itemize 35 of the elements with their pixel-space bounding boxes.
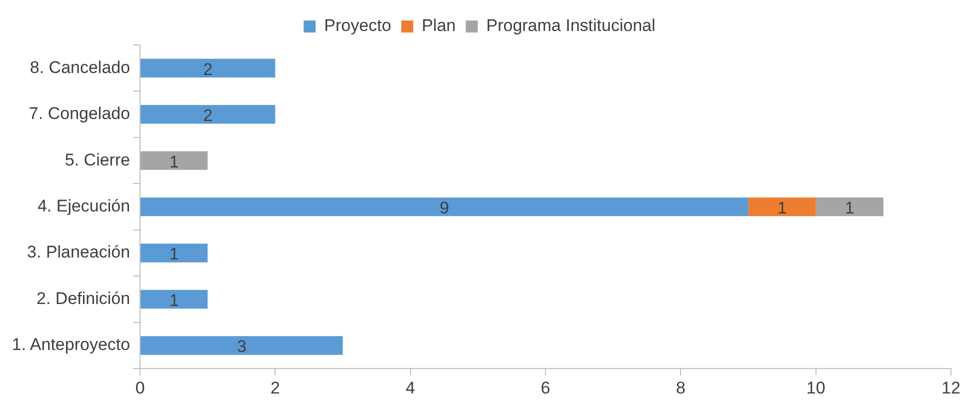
bar [140, 244, 208, 262]
data-label: 1 [169, 152, 179, 172]
bar [140, 58, 276, 78]
x-tick-label: 4 [406, 378, 416, 398]
bar [140, 197, 748, 216]
data-label: 1 [777, 198, 787, 218]
data-label: 3 [236, 337, 246, 356]
bar [140, 290, 208, 309]
data-label: 2 [203, 60, 213, 79]
data-label: 9 [440, 198, 450, 218]
bar [140, 151, 208, 170]
y-tick-label: 3. Planeación [27, 242, 130, 262]
x-tick-label: 2 [270, 378, 280, 398]
data-label: 1 [844, 198, 854, 218]
x-tick-label: 0 [135, 378, 145, 398]
data-label: 2 [203, 106, 213, 126]
y-tick-label: 7. Congelado [28, 104, 130, 124]
x-tick-label: 8 [676, 378, 686, 398]
bar [816, 197, 884, 216]
data-label: 1 [169, 244, 179, 264]
bar [140, 336, 343, 355]
legend-label: Programa Institucional [486, 16, 656, 36]
legend-label: Proyecto [324, 16, 392, 36]
legend-label: Plan [422, 16, 456, 36]
x-tick-label: 6 [540, 378, 550, 398]
y-tick-label: 4. Ejecución [37, 196, 130, 216]
data-label: 1 [169, 290, 179, 310]
x-tick-label: 10 [806, 378, 826, 398]
y-tick-label: 2. Definición [36, 288, 130, 308]
y-tick-label: 8. Cancelado [30, 58, 130, 77]
x-tick-label: 12 [942, 378, 960, 398]
bar [748, 197, 816, 216]
bar [140, 104, 276, 124]
y-tick-label: 5. Cierre [64, 150, 130, 170]
y-tick-label: 1. Anteproyecto [12, 335, 130, 354]
